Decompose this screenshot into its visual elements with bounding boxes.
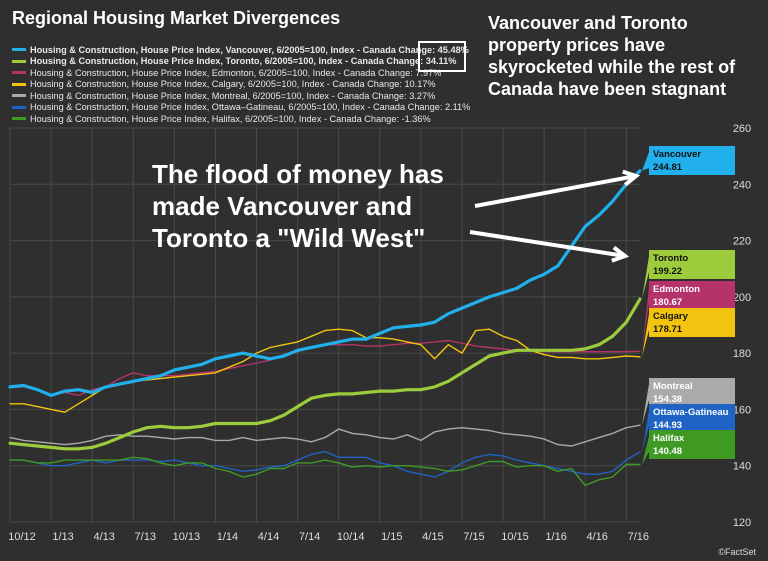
highlight-box <box>418 41 466 72</box>
value-label-calgary: Calgary 178.71 <box>642 308 735 357</box>
legend-swatch <box>12 105 26 109</box>
value-label-toronto: Toronto 199.22 <box>642 250 735 300</box>
value-label-value: 154.38 <box>653 394 682 405</box>
y-tick-label: 160 <box>733 404 751 416</box>
legend-item: Housing & Construction, House Price Inde… <box>12 67 470 79</box>
y-tick-label: 200 <box>733 292 751 304</box>
legend-label: Housing & Construction, House Price Inde… <box>30 67 442 78</box>
value-label-halifax: Halifax 140.48 <box>642 430 735 465</box>
series-line-ottawa-gatineau <box>9 450 641 478</box>
legend-swatch <box>12 117 26 121</box>
value-label-name: Halifax <box>653 433 685 444</box>
legend-item: Housing & Construction, House Price Inde… <box>12 90 470 102</box>
x-tick-label: 4/14 <box>258 531 279 543</box>
value-label-value: 199.22 <box>653 266 682 277</box>
y-tick-label: 260 <box>733 123 751 135</box>
legend-swatch <box>12 59 26 63</box>
legend-label: Housing & Construction, House Price Inde… <box>30 90 436 101</box>
legend-swatch <box>12 48 26 52</box>
annotation-text: The flood of money has made Vancouver an… <box>152 159 444 253</box>
legend-label: Housing & Construction, House Price Inde… <box>30 56 457 67</box>
x-tick-label: 7/16 <box>628 531 649 543</box>
series-line-montreal <box>9 424 641 447</box>
x-tick-label: 10/12 <box>8 531 36 543</box>
value-label-edmonton: Edmonton 180.67 <box>642 281 735 352</box>
value-label-name: Toronto <box>653 253 688 264</box>
x-tick-label: 1/15 <box>381 531 402 543</box>
side-note: Vancouver and Toronto property prices ha… <box>488 13 736 99</box>
x-tick-label: 7/13 <box>135 531 156 543</box>
series-line-calgary <box>9 328 641 413</box>
value-label-ottawa-gatineau: Ottawa-Gatineau 144.93 <box>642 404 735 452</box>
legend-label: Housing & Construction, House Price Inde… <box>30 79 436 90</box>
x-tick-label: 7/14 <box>299 531 320 543</box>
value-label-value: 140.48 <box>653 446 682 457</box>
x-tick-label: 10/15 <box>501 531 529 543</box>
value-label-name: Vancouver <box>653 149 701 160</box>
value-label-name: Edmonton <box>653 284 700 295</box>
value-label-value: 178.71 <box>653 324 683 335</box>
series-line-halifax <box>9 456 641 487</box>
value-label-value: 180.67 <box>653 297 682 308</box>
value-label-vancouver: Vancouver 244.81 <box>642 146 735 175</box>
series-line-toronto <box>8 297 642 451</box>
x-tick-label: 4/16 <box>587 531 608 543</box>
x-tick-label: 4/15 <box>422 531 443 543</box>
x-tick-label: 10/14 <box>337 531 365 543</box>
legend-label: Housing & Construction, House Price Inde… <box>30 44 469 55</box>
chart-title: Regional Housing Market Divergences <box>12 8 341 28</box>
value-label-montreal: Montreal 154.38 <box>642 378 735 426</box>
series-line-vancouver <box>8 169 642 397</box>
value-label-name: Ottawa-Gatineau <box>653 407 729 418</box>
x-tick-label: 4/13 <box>93 531 114 543</box>
x-tick-label: 1/16 <box>545 531 566 543</box>
legend-swatch <box>12 71 26 75</box>
legend-item: Housing & Construction, House Price Inde… <box>12 79 470 91</box>
legend-label: Housing & Construction, House Price Inde… <box>30 102 471 113</box>
legend-swatch <box>12 82 26 86</box>
value-label-name: Calgary <box>653 311 689 322</box>
y-tick-label: 120 <box>733 517 751 529</box>
x-tick-label: 1/14 <box>217 531 238 543</box>
source-credit: ©FactSet <box>718 547 756 557</box>
value-label-value: 244.81 <box>653 162 683 173</box>
y-tick-label: 180 <box>733 348 751 360</box>
value-label-value: 144.93 <box>653 420 682 431</box>
value-label-name: Montreal <box>653 381 693 392</box>
x-tick-label: 10/13 <box>173 531 201 543</box>
legend-swatch <box>12 94 26 98</box>
x-tick-label: 7/15 <box>463 531 484 543</box>
y-tick-label: 240 <box>733 179 751 191</box>
y-tick-label: 140 <box>733 461 751 473</box>
arrow-to-toronto <box>469 230 630 263</box>
x-tick-label: 1/13 <box>52 531 73 543</box>
arrow-to-vancouver <box>474 169 641 208</box>
legend-item: Housing & Construction, House Price Inde… <box>12 56 470 68</box>
legend-item: Housing & Construction, House Price Inde… <box>12 44 470 56</box>
legend: Housing & Construction, House Price Inde… <box>12 44 470 125</box>
legend-item: Housing & Construction, House Price Inde… <box>12 102 470 114</box>
legend-label: Housing & Construction, House Price Inde… <box>30 113 431 124</box>
legend-item: Housing & Construction, House Price Inde… <box>12 113 470 125</box>
y-tick-label: 220 <box>733 236 751 248</box>
